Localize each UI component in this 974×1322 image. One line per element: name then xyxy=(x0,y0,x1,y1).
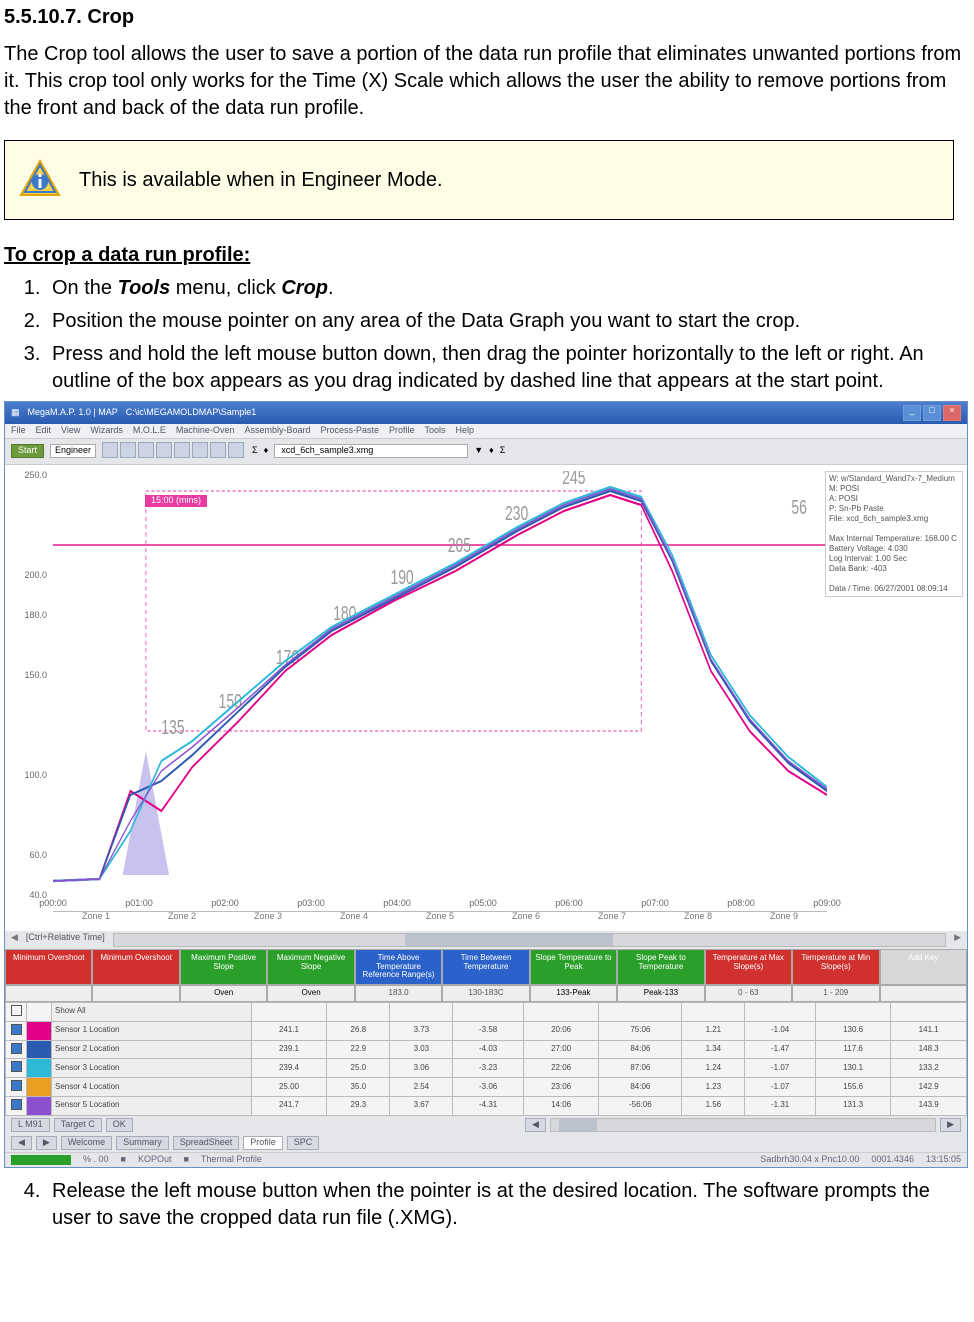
menu-item[interactable]: File xyxy=(11,425,26,435)
section-number: 5.5.10.7. Crop xyxy=(4,4,970,31)
svg-text:190: 190 xyxy=(390,565,413,588)
summary-row: OvenOven183.0130-183C133-PeakPeak-1330 -… xyxy=(5,985,967,1002)
menu-item[interactable]: Help xyxy=(456,425,475,435)
col-header: Temperature at Min Slope(s) xyxy=(792,949,879,985)
toolbar: Start Engineer Σ♦ xcd_6ch_sample3.xmg ▼♦… xyxy=(5,439,967,465)
menubar: File Edit View Wizards M.O.L.E Machine-Oven As… xyxy=(5,424,967,439)
col-header: Maximum Negative Slope xyxy=(267,949,354,985)
view-tab[interactable]: Welcome xyxy=(61,1136,112,1150)
col-header: Minimum Overshoot xyxy=(5,949,92,985)
h-scrollbar[interactable] xyxy=(550,1118,936,1132)
steps-heading: To crop a data run profile: xyxy=(4,242,970,269)
svg-text:135: 135 xyxy=(161,715,184,738)
crop-badge: 15:00 (mins) xyxy=(145,495,207,507)
step-1: On the Tools menu, click Crop. xyxy=(46,275,970,302)
svg-text:230: 230 xyxy=(505,501,528,524)
tool-icon[interactable] xyxy=(120,442,136,458)
menu-item[interactable]: Wizards xyxy=(90,425,123,435)
col-header: Slope Peak to Temperature xyxy=(617,949,704,985)
minimize-icon[interactable]: _ xyxy=(903,405,921,421)
maximize-icon[interactable]: □ xyxy=(923,405,941,421)
data-table: Show AllSensor 1 Location241.126.83.73-3… xyxy=(5,1002,967,1116)
menu-item[interactable]: Machine-Oven xyxy=(176,425,235,435)
col-header: Add Key xyxy=(880,949,967,985)
col-header: Maximum Positive Slope xyxy=(180,949,267,985)
menu-item[interactable]: Edit xyxy=(36,425,52,435)
time-slider: ◀ [Ctrl+Relative Time] ▶ xyxy=(5,931,967,949)
col-header: Time Between Temperature xyxy=(442,949,529,985)
file-select[interactable]: xcd_6ch_sample3.xmg xyxy=(274,444,468,458)
view-tab[interactable]: SPC xyxy=(287,1136,320,1150)
tab[interactable]: OK xyxy=(106,1118,133,1132)
tool-icon[interactable] xyxy=(102,442,118,458)
menu-item[interactable]: Process-Paste xyxy=(320,425,379,435)
view-tab[interactable]: SpreadSheet xyxy=(173,1136,240,1150)
start-button[interactable]: Start xyxy=(11,444,44,458)
column-headers: Minimum OvershootMinimum OvershootMaximu… xyxy=(5,949,967,985)
zones: Zone 1Zone 2Zone 3Zone 4Zone 5Zone 6Zone… xyxy=(53,911,827,925)
tab[interactable]: Target C xyxy=(54,1118,102,1132)
sheet-tabs: L M91 Target C OK ◀ ▶ xyxy=(5,1116,967,1134)
x-axis: p00:00p01:00p02:00p03:00p04:00p05:00p06:… xyxy=(53,893,827,909)
intro-paragraph: The Crop tool allows the user to save a … xyxy=(4,41,970,122)
svg-text:56: 56 xyxy=(791,495,806,518)
step-3: Press and hold the left mouse button dow… xyxy=(46,341,970,395)
tool-icon[interactable] xyxy=(138,442,154,458)
menu-item[interactable]: M.O.L.E xyxy=(133,425,166,435)
col-header: Slope Temperature to Peak xyxy=(530,949,617,985)
close-icon[interactable]: × xyxy=(943,405,961,421)
title-prefix: MegaM.A.P. 1.0 | MAP xyxy=(28,408,118,418)
col-header: Minimum Overshoot xyxy=(92,949,179,985)
step-2: Position the mouse pointer on any area o… xyxy=(46,308,970,335)
steps-list: On the Tools menu, click Crop. Position … xyxy=(46,275,970,395)
title-path: C:\ic\MEGAMOLDMAP\Sample1 xyxy=(126,408,257,418)
menu-item[interactable]: Tools xyxy=(425,425,446,435)
tool-icon[interactable] xyxy=(228,442,244,458)
mode-select[interactable]: Engineer xyxy=(50,444,96,458)
steps-list-cont: Release the left mouse button when the p… xyxy=(46,1178,970,1232)
menu-item[interactable]: Profile xyxy=(389,425,415,435)
scroll-right-icon[interactable]: ▶ xyxy=(940,1118,961,1132)
tool-icon[interactable] xyxy=(210,442,226,458)
info-text: This is available when in Engineer Mode. xyxy=(79,167,443,194)
progress-icon xyxy=(11,1155,71,1165)
col-header: Time Above Temperature Reference Range(s… xyxy=(355,949,442,985)
svg-text:245: 245 xyxy=(562,471,585,489)
tool-icon[interactable] xyxy=(156,442,172,458)
slider-track[interactable] xyxy=(113,933,946,947)
statusbar: % . 00 ■ KOPOut ■ Thermal Profile Sadbrh… xyxy=(5,1152,967,1167)
tool-icon[interactable] xyxy=(192,442,208,458)
scroll-left-icon[interactable]: ◀ xyxy=(525,1118,546,1132)
chart-area: 40.060.0100.0150.0180.0200.0250.0 135150… xyxy=(5,465,967,931)
y-axis: 40.060.0100.0150.0180.0200.0250.0 xyxy=(11,471,47,891)
window-controls: _ □ × xyxy=(903,405,961,421)
step-4: Release the left mouse button when the p… xyxy=(46,1178,970,1232)
view-tab[interactable]: Summary xyxy=(116,1136,169,1150)
toolbar-icons xyxy=(102,442,246,461)
menu-item[interactable]: View xyxy=(61,425,80,435)
titlebar: ▦ MegaM.A.P. 1.0 | MAP C:\ic\MEGAMOLDMAP… xyxy=(5,402,967,424)
app-screenshot: ▦ MegaM.A.P. 1.0 | MAP C:\ic\MEGAMOLDMAP… xyxy=(4,401,968,1168)
app-icon: ▦ xyxy=(11,408,20,418)
col-header: Temperature at Max Slope(s) xyxy=(705,949,792,985)
menu-item[interactable]: Assembly-Board xyxy=(244,425,310,435)
info-icon xyxy=(19,159,61,201)
legend: W: w/Standard_Wand7x-7_MediumM: POSIA: P… xyxy=(825,471,963,597)
info-box: This is available when in Engineer Mode. xyxy=(4,140,954,220)
view-tabs: ◀▶WelcomeSummarySpreadSheetProfileSPC xyxy=(5,1134,967,1152)
view-tab[interactable]: Profile xyxy=(243,1136,283,1150)
plot[interactable]: 13515017018019020523024526056 xyxy=(53,471,827,891)
svg-text:205: 205 xyxy=(448,533,471,556)
tab[interactable]: L M91 xyxy=(11,1118,50,1132)
tool-icon[interactable] xyxy=(174,442,190,458)
